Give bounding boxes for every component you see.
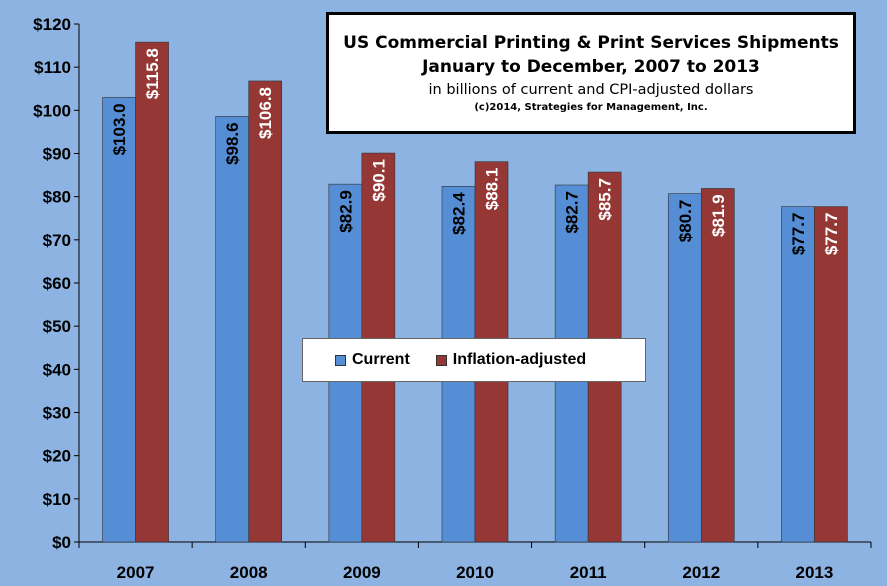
data-label: $82.4 — [450, 192, 469, 235]
legend-label-inflation-adjusted: Inflation-adjusted — [452, 351, 587, 368]
data-label: $98.6 — [223, 122, 242, 165]
data-labels: $103.0 $115.8 $98.6 $106.8 $82.9 $90.1 $82.4 $8… — [110, 48, 841, 255]
bar — [248, 80, 283, 543]
y-tick-label: $0 — [52, 533, 71, 552]
bar — [135, 41, 169, 543]
y-tick-label: $10 — [43, 490, 71, 509]
data-label: $77.7 — [789, 213, 808, 256]
chart-copyright: (c)2014, Strategies for Management, Inc. — [474, 102, 708, 113]
x-tick-label: 2013 — [796, 563, 834, 582]
data-label: $81.9 — [709, 194, 728, 237]
chart-title-box: US Commercial Printing & Print Services … — [326, 12, 856, 134]
x-tick-label: 2008 — [230, 563, 268, 582]
legend-item-current: Current — [335, 351, 410, 369]
tick-labels: $0 $10 $20 $30 $40 $50 $60 $70 $80 $90 $100 $110 $12… — [33, 15, 833, 582]
x-tick-label: 2009 — [343, 563, 381, 582]
legend-label-current: Current — [352, 351, 410, 368]
y-tick-label: $110 — [34, 58, 71, 77]
chart-units-note: in billions of current and CPI-adjusted … — [428, 82, 754, 98]
x-tick-label: 2011 — [570, 563, 607, 582]
y-tick-label: $120 — [33, 15, 71, 34]
legend-swatch-current — [335, 354, 346, 366]
bar — [102, 97, 136, 543]
chart-title: US Commercial Printing & Print Services … — [343, 33, 839, 53]
y-tick-label: $90 — [43, 145, 71, 164]
data-label: $115.8 — [143, 48, 162, 99]
data-label: $85.7 — [596, 178, 615, 221]
legend-swatch-inflation-adjusted — [435, 354, 447, 366]
legend: Current Inflation-adjusted — [302, 338, 646, 382]
y-tick-label: $50 — [43, 317, 71, 336]
data-label: $80.7 — [676, 200, 695, 243]
bar — [215, 116, 250, 543]
bar — [814, 206, 848, 543]
bar — [781, 206, 815, 543]
y-tick-label: $40 — [43, 360, 71, 379]
x-tick-label: 2012 — [682, 563, 720, 582]
legend-item-inflation-adjusted: Inflation-adjusted — [435, 351, 587, 369]
x-tick-label: 2010 — [456, 563, 494, 582]
data-label: $103.0 — [110, 103, 129, 155]
data-label: $88.1 — [483, 168, 502, 211]
data-label: $90.1 — [369, 159, 388, 202]
y-tick-label: $100 — [33, 101, 71, 120]
bar — [700, 188, 735, 543]
y-tick-label: $70 — [43, 231, 71, 250]
axes — [74, 23, 872, 548]
chart-subtitle: January to December, 2007 to 2013 — [422, 57, 760, 77]
data-label: $106.8 — [256, 87, 275, 139]
x-tick-label: 2007 — [117, 563, 155, 582]
y-tick-label: $80 — [43, 188, 71, 207]
data-label: $82.7 — [563, 191, 582, 234]
data-label: $77.7 — [822, 213, 841, 256]
y-tick-label: $30 — [43, 404, 71, 423]
data-label: $82.9 — [336, 190, 355, 233]
y-tick-label: $60 — [43, 274, 71, 293]
bar — [667, 193, 702, 543]
y-tick-label: $20 — [43, 447, 71, 466]
